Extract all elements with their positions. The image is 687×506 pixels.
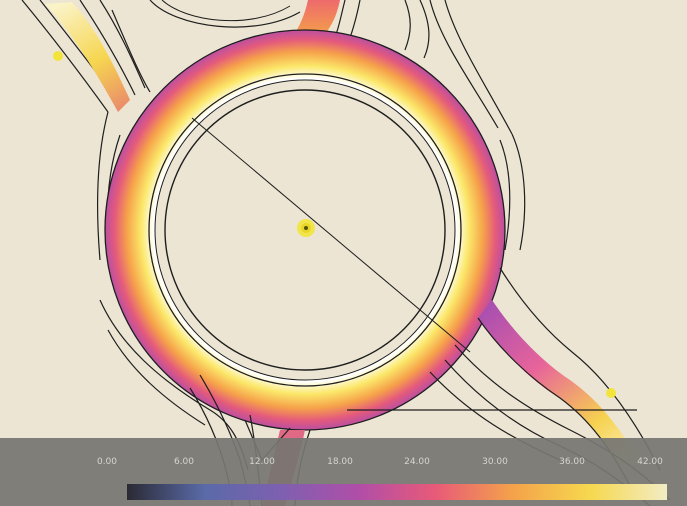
diagonal-measure-line (191, 117, 471, 353)
southeast-marker[interactable] (606, 388, 616, 398)
legend-tick: 18.00 (327, 457, 353, 467)
east-approach-road (429, 0, 526, 251)
northwest-marker[interactable] (53, 51, 63, 61)
color-legend-panel: 0.00 6.00 12.00 18.00 24.00 30.00 36.00 … (0, 438, 687, 506)
legend-tick: 24.00 (404, 457, 430, 467)
north-approach-road (331, 0, 430, 59)
legend-tick: 0.00 (96, 457, 118, 467)
color-scale-bar (127, 484, 667, 500)
southeast-arm-heat (478, 300, 640, 470)
legend-tick: 30.00 (482, 457, 508, 467)
center-marker[interactable] (297, 219, 315, 237)
circulating-lane-heatmap (105, 30, 505, 430)
legend-tick: 42.00 (637, 457, 663, 467)
northwest-arm-heat (45, 2, 130, 112)
legend-tick: 6.00 (173, 457, 195, 467)
upper-splitter-island (149, 0, 301, 28)
legend-tick: 36.00 (559, 457, 585, 467)
legend-tick: 12.00 (249, 457, 275, 467)
